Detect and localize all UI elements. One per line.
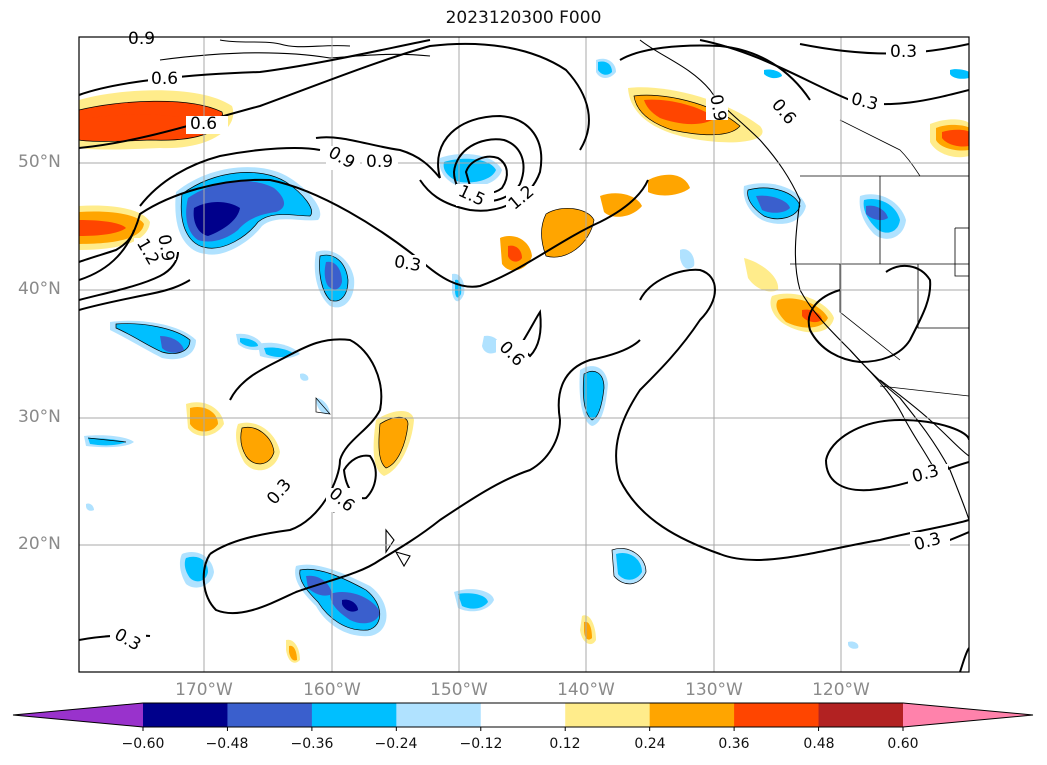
colorbar-tick-label: 0.24	[634, 736, 666, 752]
colorbar-segment	[143, 703, 228, 727]
political-borders	[790, 119, 969, 397]
lon-label: 160°W	[303, 680, 361, 700]
lon-label: 140°W	[557, 680, 615, 700]
colorbar-tick-label: −0.48	[205, 736, 249, 752]
colorbar-segment	[734, 703, 820, 727]
colorbar-tick-label: −0.12	[459, 736, 503, 752]
colorbar-segment	[649, 703, 735, 727]
lat-label: 50°N	[18, 152, 61, 172]
colorbar-segment	[818, 703, 904, 727]
lon-label: 150°W	[430, 680, 488, 700]
lat-label: 30°N	[18, 407, 61, 427]
graticule	[79, 37, 969, 672]
lon-label: 130°W	[685, 680, 743, 700]
positive-anomaly-fills	[79, 87, 969, 663]
colorbar-segment	[227, 703, 313, 727]
colorbar-segment	[311, 703, 397, 727]
contour-label: 0.9	[128, 29, 156, 49]
colorbar-tick-label: 0.12	[549, 736, 581, 752]
contour-lines	[79, 39, 969, 672]
map-frame	[78, 36, 970, 673]
lon-label: 120°W	[812, 680, 870, 700]
colorbar-tick-label: 0.36	[718, 736, 750, 752]
colorbar-segment	[396, 703, 482, 727]
contour-label: 0.6	[151, 69, 179, 89]
negative-anomaly-fills	[84, 58, 969, 649]
contour-label: 0.3	[890, 42, 918, 62]
colorbar-tick-label: 0.48	[803, 736, 835, 752]
lat-label: 20°N	[18, 534, 61, 554]
colorbar-extend-low	[13, 703, 143, 727]
contour-label: 0.6	[190, 114, 218, 134]
contour-label: 0.9	[366, 152, 394, 172]
colorbar-tick-label: −0.60	[121, 736, 165, 752]
colorbar	[12, 702, 1034, 731]
colorbar-tick-label: −0.24	[374, 736, 418, 752]
map-title: 2023120300 F000	[445, 8, 602, 28]
colorbar-tick-label: −0.36	[290, 736, 334, 752]
contour-label-backgrounds	[110, 37, 950, 656]
colorbar-tick-label: 0.60	[887, 736, 919, 752]
colorbar-extend-high	[903, 703, 1033, 727]
colorbar-segments	[143, 703, 904, 727]
lat-label: 40°N	[18, 279, 61, 299]
colorbar-segment	[565, 703, 651, 727]
lon-label: 170°W	[175, 680, 233, 700]
colorbar-segment	[480, 703, 566, 727]
